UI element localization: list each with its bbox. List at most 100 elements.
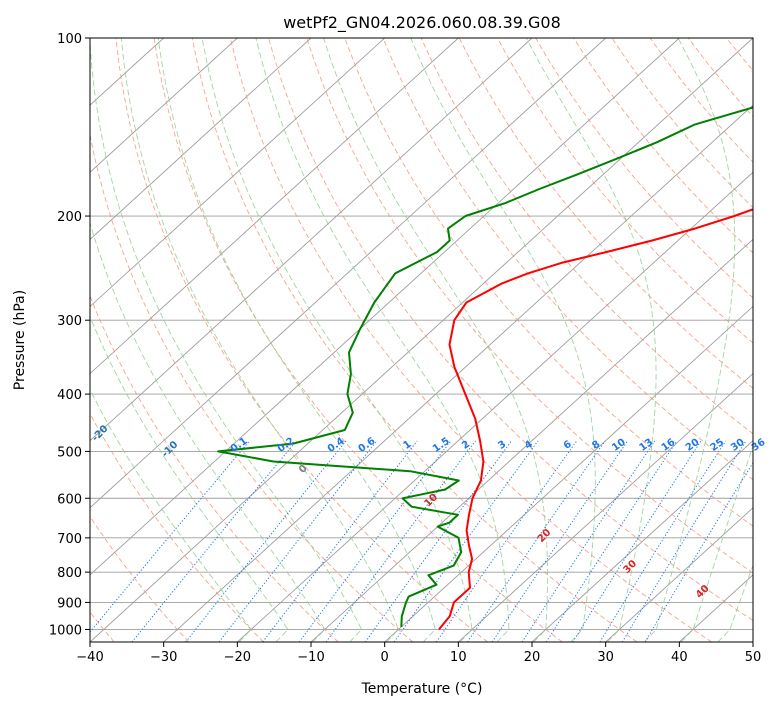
temperature-line — [438, 208, 753, 631]
mixing-ratio-line — [467, 440, 606, 642]
mixing-ratio-line — [545, 440, 678, 642]
y-tick-label: 1000 — [49, 623, 82, 638]
mixing-ratio-line — [599, 440, 727, 642]
dry-adiabat-line — [573, 38, 753, 254]
isotherm-line — [90, 38, 312, 240]
x-tick-label: 10 — [450, 650, 467, 665]
dry-adiabat-line — [229, 38, 712, 642]
moist-adiabat-label: 40 — [694, 583, 712, 601]
mixing-ratio-line — [435, 440, 578, 642]
moist-adiabat-line — [525, 38, 657, 642]
mixing-ratio-line — [131, 440, 297, 642]
isotherm-line — [90, 38, 753, 642]
mixing-ratio-label: 0.1 — [229, 436, 250, 455]
mixing-ratio-line — [364, 440, 512, 642]
moist-adiabat-line — [90, 388, 252, 642]
mixing-ratio-label: 2 — [460, 439, 472, 452]
dry-adiabat-line — [115, 38, 488, 642]
y-tick-label: 400 — [57, 388, 82, 403]
y-tick-label: 100 — [57, 32, 82, 47]
dry-adiabat-line — [649, 38, 753, 163]
dry-adiabat-line — [306, 38, 753, 574]
y-axis-label: Pressure (hPa) — [12, 290, 28, 390]
dry-adiabat-line — [687, 38, 753, 118]
isotherm-line — [163, 104, 753, 642]
y-tick-label: 500 — [57, 445, 82, 460]
x-tick-label: 30 — [597, 650, 614, 665]
mixing-ratio-label: 0.4 — [326, 436, 347, 455]
isotherm-line — [605, 507, 753, 642]
moist-adiabat-line — [157, 38, 436, 642]
y-tick-label: 300 — [57, 314, 82, 329]
x-tick-label: −10 — [297, 650, 324, 665]
dry-adiabat-line — [90, 132, 414, 642]
mixing-ratio-label: 3 — [496, 439, 508, 452]
isotherm-line — [90, 38, 459, 375]
mixing-ratio-label: 1.5 — [431, 436, 452, 455]
isotherm-line — [90, 38, 680, 576]
isotherm-line — [752, 641, 753, 642]
isotherm-line — [90, 38, 238, 173]
y-tick-label: 900 — [57, 596, 82, 611]
dry-adiabat-line — [90, 294, 339, 642]
moist-adiabat-line — [717, 564, 753, 642]
dry-adiabat-line — [765, 38, 775, 642]
isotherm-line — [384, 305, 753, 642]
x-axis-label: Temperature (°C) — [361, 681, 483, 697]
dry-adiabat-line — [344, 38, 753, 527]
y-tick-label: 200 — [57, 210, 82, 225]
dry-adiabat-line — [535, 38, 753, 299]
dry-adiabat-label: -20 — [90, 423, 111, 444]
dry-adiabat-line — [726, 38, 753, 72]
mixing-ratio-line — [185, 440, 347, 642]
x-tick-label: 0 — [381, 650, 389, 665]
mixing-ratio-line — [218, 440, 378, 642]
dry-adiabat-line — [611, 38, 753, 209]
mixing-ratio-line — [644, 461, 753, 642]
moist-adiabat-label: 0 — [297, 463, 310, 476]
mixing-ratio-label: 8 — [590, 439, 602, 452]
moist-adiabat-line — [410, 38, 596, 642]
mixing-ratio-line — [325, 440, 476, 642]
mixing-ratio-line — [521, 440, 656, 642]
mixing-ratio-line — [262, 440, 418, 642]
isotherm-line — [531, 440, 753, 642]
dry-adiabat-line — [497, 38, 753, 344]
mixing-ratio-line — [491, 440, 629, 642]
mixing-ratio-label: 6 — [562, 439, 574, 452]
mixing-ratio-line — [90, 440, 250, 633]
moist-adiabat-line — [90, 221, 326, 642]
x-tick-label: −30 — [150, 650, 177, 665]
moist-adiabat-line — [201, 38, 473, 642]
moist-adiabat-line — [90, 315, 289, 642]
moist-adiabat-line — [643, 38, 736, 642]
moist-adiabat-line — [120, 38, 399, 642]
chart-title: wetPf2_GN04.2026.060.08.39.G08 — [283, 13, 561, 33]
dry-adiabat-line — [420, 38, 753, 435]
isotherm-line — [458, 372, 753, 642]
y-tick-label: 700 — [57, 532, 82, 547]
dry-adiabat-line — [90, 412, 264, 642]
isotherm-line — [90, 38, 533, 442]
moist-adiabat-line — [323, 38, 548, 642]
isotherm-line — [237, 171, 753, 642]
moist-adiabat-label: 30 — [622, 558, 640, 576]
dry-adiabat-line — [153, 38, 563, 642]
x-tick-label: −20 — [224, 650, 251, 665]
series-layer — [217, 106, 753, 631]
dewpoint-line — [217, 106, 753, 627]
x-tick-label: 20 — [524, 650, 541, 665]
isotherm-line — [90, 38, 606, 509]
grid-layer — [90, 38, 775, 642]
mixing-ratio-label: 4 — [523, 439, 535, 452]
moist-adiabat-label: 20 — [536, 527, 554, 545]
moist-adiabat-line — [90, 38, 363, 642]
dry-adiabat-line — [268, 38, 753, 622]
dry-adiabat-label: -10 — [160, 439, 181, 460]
mixing-ratio-line — [393, 440, 539, 642]
y-tick-label: 600 — [57, 492, 82, 507]
y-tick-label: 800 — [57, 566, 82, 581]
dry-adiabat-line — [191, 38, 638, 642]
isotherm-line — [90, 38, 385, 308]
